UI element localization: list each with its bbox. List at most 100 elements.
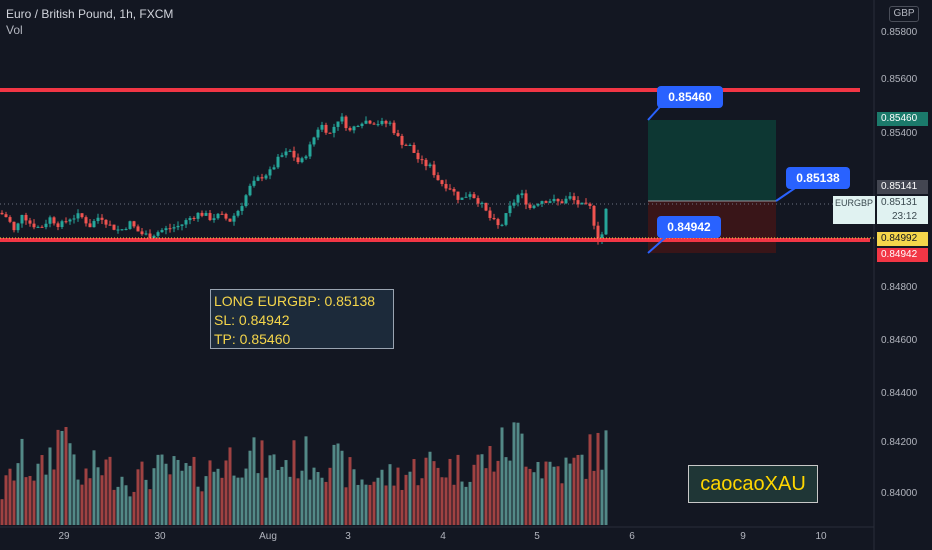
volume-bar — [432, 461, 436, 525]
volume-bar — [168, 474, 172, 525]
volume-bar — [524, 466, 528, 525]
volume-bar — [492, 471, 496, 525]
volume-bar — [476, 454, 480, 525]
volume-indicator-label[interactable]: Vol — [6, 23, 23, 37]
x-tick: 29 — [58, 531, 70, 542]
candle-body — [316, 129, 320, 138]
volume-bar — [220, 477, 224, 525]
candle-body — [32, 223, 36, 228]
candle-body — [436, 175, 440, 181]
y-tick: 0.85400 — [881, 128, 918, 139]
volume-bar — [552, 466, 556, 525]
candle-body — [448, 188, 452, 190]
candle-body — [124, 228, 128, 230]
volume-bar — [368, 484, 372, 525]
volume-bar — [136, 469, 140, 525]
candle-body — [404, 144, 408, 146]
candle-body — [600, 234, 604, 241]
volume-bar — [448, 458, 452, 525]
volume-bar — [312, 467, 316, 525]
volume-bar — [276, 469, 280, 525]
volume-bar — [572, 457, 576, 525]
tp-callout[interactable]: 0.85460 — [657, 86, 723, 108]
candle-body — [292, 150, 296, 158]
volume-bar — [456, 454, 460, 525]
volume-bar — [520, 433, 524, 525]
x-tick: 4 — [440, 531, 446, 542]
candle-body — [356, 126, 360, 128]
volume-bar — [384, 485, 388, 525]
y-tick: 0.84600 — [881, 335, 918, 346]
volume-bar — [548, 461, 552, 525]
volume-bar — [392, 485, 396, 525]
candle-body — [484, 202, 488, 211]
candle-body — [368, 120, 372, 124]
candles — [0, 113, 608, 245]
volume-bar — [12, 480, 16, 525]
candle-body — [52, 217, 56, 224]
candle-body — [512, 202, 516, 206]
trade-note[interactable]: LONG EURGBP: 0.85138 SL: 0.84942 TP: 0.8… — [210, 289, 394, 349]
volume-bar — [192, 456, 196, 525]
candle-body — [340, 116, 344, 122]
candle-body — [324, 124, 328, 133]
candle-body — [36, 226, 40, 228]
volume-bar — [464, 486, 468, 525]
volume-bar — [468, 481, 472, 525]
candle-body — [408, 145, 412, 147]
volume-bar — [584, 478, 588, 525]
volume-bar — [560, 483, 564, 525]
volume-bar — [516, 422, 520, 525]
volume-bar — [340, 450, 344, 525]
candle-body — [76, 213, 80, 219]
x-tick: 9 — [740, 531, 746, 542]
volume-bar — [296, 478, 300, 525]
candle-body — [552, 198, 556, 202]
candle-body — [176, 225, 180, 228]
candle-body — [372, 123, 376, 125]
volume-bar — [48, 447, 52, 525]
currency-button[interactable]: GBP — [889, 6, 919, 22]
candle-body — [164, 228, 168, 231]
candle-body — [500, 224, 504, 226]
candle-body — [44, 223, 48, 228]
chart-title: Euro / British Pound, 1h, FXCM — [6, 7, 174, 21]
candle-body — [432, 164, 436, 176]
candle-body — [252, 180, 256, 186]
candle-body — [180, 224, 184, 226]
candle-body — [192, 217, 196, 219]
candle-body — [168, 228, 172, 230]
x-tick: 3 — [345, 531, 351, 542]
volume-bar — [564, 457, 568, 525]
volume-bar — [396, 467, 400, 525]
candle-body — [460, 197, 464, 200]
candle-body — [296, 157, 300, 163]
volume-bar — [76, 479, 80, 525]
candle-body — [232, 215, 236, 222]
sl-callout[interactable]: 0.84942 — [657, 216, 721, 238]
volume-bar — [376, 477, 380, 525]
candle-body — [604, 208, 608, 235]
volume-bar — [604, 430, 608, 525]
volume-bar — [56, 429, 60, 525]
candle-body — [256, 177, 260, 181]
volume-bar — [508, 460, 512, 525]
volume-bar — [88, 478, 92, 525]
volume-bar — [112, 489, 116, 525]
candle-body — [20, 214, 24, 224]
volume-bar — [36, 463, 40, 525]
volume-bar — [536, 461, 540, 525]
x-tick: 5 — [534, 531, 540, 542]
volume-bar — [240, 477, 244, 525]
volume-bar — [68, 443, 72, 525]
candle-body — [312, 137, 316, 145]
volume-bar — [20, 438, 24, 525]
entry-callout[interactable]: 0.85138 — [786, 167, 850, 189]
volume-bar — [0, 499, 4, 525]
candle-body — [440, 180, 444, 185]
candle-body — [40, 226, 44, 228]
volume-bar — [268, 455, 272, 525]
author-signature[interactable]: caocaoXAU — [688, 465, 818, 503]
y-tick: 0.85600 — [881, 74, 918, 85]
volume-bar — [332, 444, 336, 525]
